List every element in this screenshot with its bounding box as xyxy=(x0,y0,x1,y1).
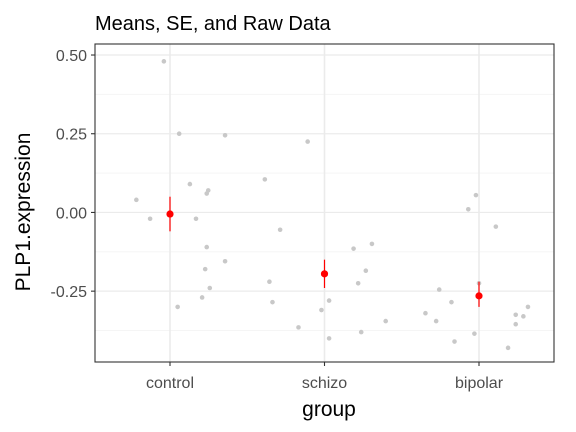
raw-data-point xyxy=(194,216,199,221)
raw-data-point xyxy=(162,59,167,64)
raw-data-point xyxy=(200,295,205,300)
x-axis-title: group xyxy=(302,398,356,421)
raw-data-point xyxy=(513,322,518,327)
x-tick-label: schizo xyxy=(302,375,347,392)
raw-data-point xyxy=(364,268,369,273)
raw-data-point xyxy=(263,177,268,182)
mean-point xyxy=(166,210,173,217)
y-tick-label: 0.25 xyxy=(56,127,87,144)
chart-title: Means, SE, and Raw Data xyxy=(95,13,332,35)
raw-data-point xyxy=(356,281,361,286)
y-tick-label: 0.00 xyxy=(56,205,87,222)
raw-data-point xyxy=(175,305,180,310)
raw-data-point xyxy=(494,224,499,229)
mean-point xyxy=(475,292,482,299)
y-tick-label: -0.25 xyxy=(51,284,88,301)
raw-data-point xyxy=(370,242,375,247)
raw-data-point xyxy=(203,267,208,272)
raw-data-point xyxy=(513,312,518,317)
raw-data-point xyxy=(521,314,526,319)
raw-data-point xyxy=(134,198,139,203)
y-axis-title: PLP1.expression xyxy=(12,133,35,292)
raw-data-point xyxy=(270,300,275,305)
raw-data-point xyxy=(327,298,332,303)
raw-data-point xyxy=(526,305,531,310)
y-tick-label: 0.50 xyxy=(56,48,87,65)
raw-data-point xyxy=(267,279,272,284)
raw-data-point xyxy=(452,339,457,344)
x-tick-label: bipolar xyxy=(455,375,504,392)
raw-data-point xyxy=(278,227,283,232)
raw-data-point xyxy=(296,325,301,330)
raw-data-point xyxy=(506,346,511,351)
raw-data-point xyxy=(148,216,153,221)
raw-data-point xyxy=(177,131,182,136)
raw-data-point xyxy=(474,193,479,198)
raw-data-point xyxy=(449,300,454,305)
raw-data-point xyxy=(207,286,212,291)
raw-data-point xyxy=(305,139,310,144)
raw-data-point xyxy=(223,133,228,138)
raw-data-point xyxy=(206,188,211,193)
raw-data-point xyxy=(434,319,439,324)
raw-data-point xyxy=(359,330,364,335)
raw-data-point xyxy=(466,207,471,212)
raw-data-point xyxy=(223,259,228,264)
raw-data-point xyxy=(188,182,193,187)
mean-point xyxy=(321,270,328,277)
raw-data-point xyxy=(319,308,324,313)
raw-data-point xyxy=(327,336,332,341)
raw-data-point xyxy=(472,331,477,336)
raw-data-point xyxy=(351,246,356,251)
raw-data-point xyxy=(437,287,442,292)
raw-data-point xyxy=(204,245,209,250)
raw-data-point xyxy=(423,311,428,316)
raw-data-point xyxy=(383,319,388,324)
x-tick-label: control xyxy=(146,375,194,392)
